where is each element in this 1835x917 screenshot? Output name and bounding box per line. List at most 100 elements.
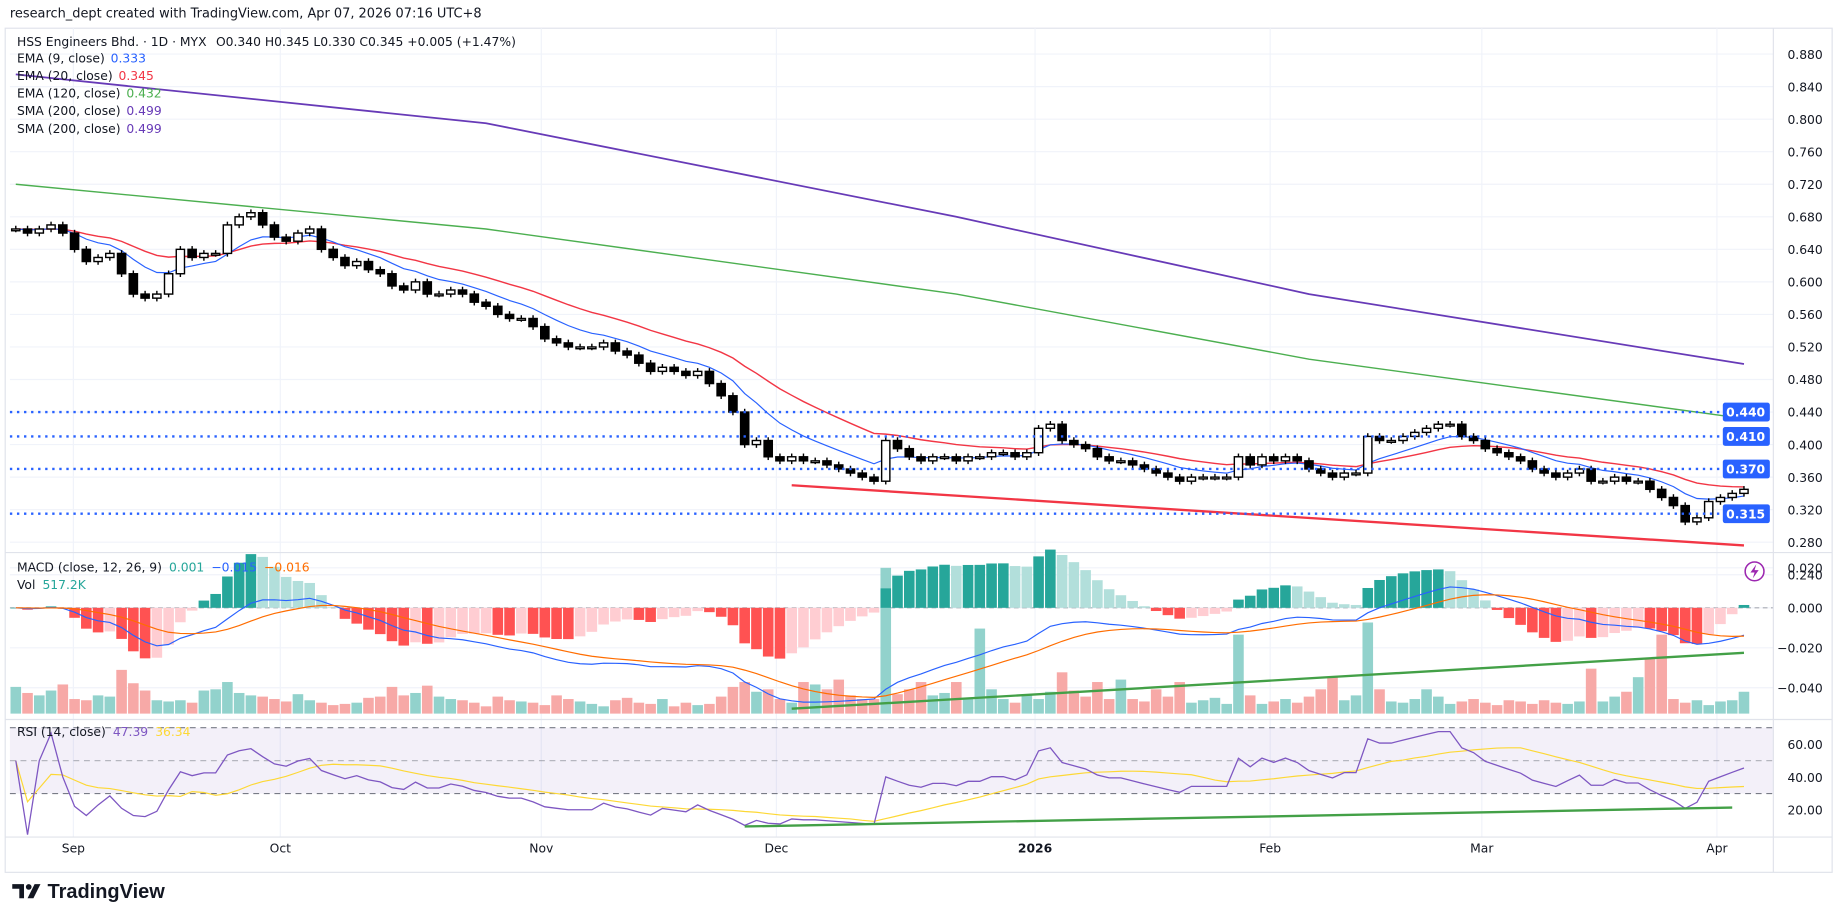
macd-tick: −0.020 xyxy=(1777,641,1823,655)
macd-histogram-bar xyxy=(1562,607,1573,641)
volume-bar xyxy=(398,695,410,714)
price-tick: 0.840 xyxy=(1787,80,1822,94)
volume-bar xyxy=(774,699,786,714)
volume-bar xyxy=(245,695,257,714)
macd-histogram-bar xyxy=(962,564,974,608)
volume-bar xyxy=(1444,703,1456,714)
candle-body xyxy=(1257,456,1267,466)
macd-histogram-bar xyxy=(1186,607,1197,618)
candle-body xyxy=(281,236,292,242)
macd-histogram-bar xyxy=(880,588,892,608)
macd-histogram-bar xyxy=(1244,595,1256,608)
macd-histogram-bar xyxy=(81,607,92,629)
volume-bar xyxy=(104,696,116,714)
volume-bar xyxy=(586,703,598,714)
volume-bar xyxy=(269,699,280,714)
svg-text:SMA (200, close)0.499: SMA (200, close) 0.499 xyxy=(17,122,162,136)
volume-bar xyxy=(1433,696,1444,714)
volume-bar xyxy=(445,699,457,714)
volume-bar xyxy=(22,692,33,714)
candle-body xyxy=(387,273,397,287)
candle-body xyxy=(140,293,150,299)
volume-bar xyxy=(327,705,339,714)
macd-histogram-bar xyxy=(186,607,198,611)
volume-bar xyxy=(163,701,174,714)
volume-bar xyxy=(374,696,386,714)
macd-histogram-bar xyxy=(1338,604,1350,608)
price-tick: 0.520 xyxy=(1787,341,1822,355)
candle-body xyxy=(1492,447,1502,454)
macd-histogram-bar xyxy=(809,607,821,640)
candle-body xyxy=(1245,456,1256,466)
volume-bar xyxy=(668,706,680,714)
candle-body xyxy=(575,346,585,350)
volume-bar xyxy=(951,682,962,714)
volume-bar xyxy=(621,697,633,714)
macd-histogram-bar xyxy=(457,607,468,634)
candle-body xyxy=(22,228,33,234)
legend-sma200-value: 0.499 xyxy=(126,104,161,118)
level-label-bg xyxy=(1722,402,1770,422)
macd-histogram-bar xyxy=(480,607,492,634)
candle-body xyxy=(1116,460,1126,464)
candle-body xyxy=(1327,472,1338,478)
volume-bar xyxy=(10,686,22,714)
volume-bar xyxy=(480,706,492,714)
macd-histogram-bar xyxy=(1609,607,1620,634)
candle-body xyxy=(187,248,197,259)
level-label-bg xyxy=(1722,427,1770,446)
price-tick: 0.320 xyxy=(1787,503,1822,517)
candle-body xyxy=(1151,468,1161,474)
candle-body xyxy=(1457,423,1467,438)
macd-histogram-bar xyxy=(1421,570,1432,608)
axes: 0.880 0.840 0.800 0.760 0.720 0.680 0.640 0.600… xyxy=(1777,48,1823,818)
candle-body xyxy=(1727,492,1738,499)
candle-body xyxy=(1468,435,1479,442)
alert-lightning-button[interactable] xyxy=(1744,561,1765,582)
volume-bar xyxy=(1385,701,1397,714)
volume-bar xyxy=(1726,700,1738,714)
candle-body xyxy=(1574,468,1585,474)
macd-histogram-bar xyxy=(1127,600,1138,608)
legend-macd: MACD (close, 12, 26, 9) xyxy=(17,560,162,574)
chart-frame xyxy=(4,27,1833,873)
macd-histogram-bar xyxy=(492,607,504,635)
candle-body xyxy=(57,224,68,234)
macd-histogram-bar xyxy=(739,607,750,644)
macd-histogram-bar xyxy=(715,607,727,617)
macd-histogram-bar xyxy=(762,607,774,657)
volume-bar xyxy=(1550,702,1562,714)
macd-histogram-bar xyxy=(645,607,656,622)
candle-body xyxy=(645,362,656,373)
time-axis[interactable]: Sep Oct Nov Dec 2026 Feb Mar Apr xyxy=(62,841,1729,855)
legend-ema120: EMA (120, close) xyxy=(17,87,121,101)
candle-body xyxy=(128,273,139,295)
time-label: Oct xyxy=(270,841,291,855)
macd-histogram-bar xyxy=(1644,607,1656,629)
macd-histogram-bar xyxy=(574,607,586,637)
volume-bar xyxy=(633,702,645,714)
volume-bar xyxy=(1221,703,1232,714)
volume-bar xyxy=(962,697,974,714)
volume-bar xyxy=(233,692,245,714)
candle-body xyxy=(1539,468,1549,474)
candle-body xyxy=(93,256,103,263)
svg-text:MACD (close, 12, 26, 9)0.001−0: MACD (close, 12, 26, 9) 0.001 −0.015 −0.016 xyxy=(17,560,310,574)
price-tick: 0.240 xyxy=(1787,568,1822,582)
macd-histogram-bar xyxy=(1480,600,1491,608)
price-tick: 0.280 xyxy=(1787,536,1822,550)
macd-histogram-bar xyxy=(892,575,903,608)
macd-histogram-bar xyxy=(257,556,268,608)
macd-histogram-bar xyxy=(92,607,104,633)
macd-histogram-bar xyxy=(398,607,410,646)
volume-bar xyxy=(492,696,504,714)
candle-body xyxy=(528,317,538,328)
candle-body xyxy=(1022,452,1032,458)
rsi-tick: 40.00 xyxy=(1787,771,1822,785)
macd-histogram-bar xyxy=(1045,549,1056,608)
macd-histogram-bar xyxy=(1679,607,1691,644)
candle-body xyxy=(1210,476,1220,480)
macd-histogram-bar xyxy=(833,607,845,627)
